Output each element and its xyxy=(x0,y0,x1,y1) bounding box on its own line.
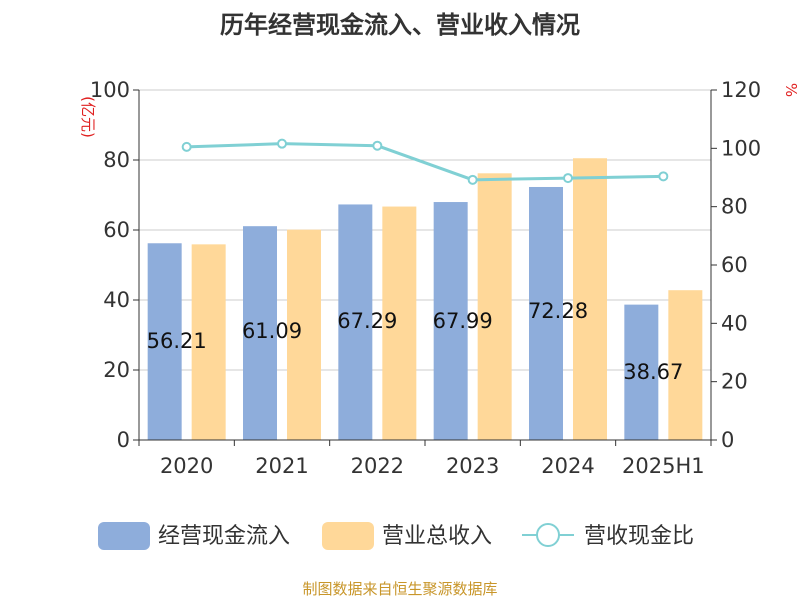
right-tick-label-0: 0 xyxy=(721,428,734,452)
right-tick-label-3: 60 xyxy=(721,253,748,277)
x-tick-label-4: 2024 xyxy=(541,454,594,478)
x-axis-ticks: 2020 2021 2022 2023 2024 2025H1 xyxy=(138,440,712,478)
data-labels: 56.21 61.09 67.29 67.99 72.28 38.67 xyxy=(147,299,684,384)
data-label-3: 67.99 xyxy=(433,309,493,333)
right-tick-label-5: 100 xyxy=(721,136,761,160)
x-tick-label-0: 2020 xyxy=(160,454,213,478)
left-tick-label-0: 0 xyxy=(117,428,130,452)
legend-label-2: 营收现金比 xyxy=(584,524,694,549)
bar-1-4 xyxy=(573,158,607,440)
legend-label-0: 经营现金流入 xyxy=(158,524,290,549)
data-label-0: 56.21 xyxy=(147,329,207,353)
legend: 经营现金流入 营业总收入 营收现金比 xyxy=(98,522,694,550)
data-label-2: 67.29 xyxy=(337,309,397,333)
x-tick-label-1: 2021 xyxy=(255,454,308,478)
left-tick-label-4: 80 xyxy=(103,148,130,172)
left-axis-unit: (亿元) xyxy=(79,96,97,138)
bar-0-0 xyxy=(147,243,182,440)
right-tick-label-6: 120 xyxy=(721,78,761,102)
bar-0-4 xyxy=(529,186,563,440)
left-tick-label-5: 100 xyxy=(90,78,130,102)
line-point-2 xyxy=(372,140,383,151)
legend-label-1: 营业总收入 xyxy=(382,524,492,549)
bar-1-1 xyxy=(287,229,321,440)
legend-swatch-0 xyxy=(98,522,150,550)
bar-0-5 xyxy=(624,304,659,440)
legend-marker-2 xyxy=(536,523,560,547)
chart-title: 历年经营现金流入、营业收入情况 xyxy=(220,11,580,39)
bar-0-1 xyxy=(243,226,277,440)
line-point-1 xyxy=(277,138,287,149)
bar-1-0 xyxy=(191,244,226,440)
right-tick-label-2: 40 xyxy=(721,311,748,335)
line-path xyxy=(186,142,664,182)
right-tick-label-1: 20 xyxy=(721,370,748,394)
bar-1-3 xyxy=(477,173,512,441)
x-tick-label-5: 2025H1 xyxy=(622,454,705,478)
grid-lines xyxy=(139,89,711,371)
bar-series xyxy=(147,158,703,441)
x-tick-label-3: 2023 xyxy=(446,454,499,478)
line-series xyxy=(181,138,669,185)
data-label-4: 72.28 xyxy=(528,299,588,323)
source-note: 制图数据来自恒生聚源数据库 xyxy=(302,580,497,598)
legend-swatch-1 xyxy=(322,522,374,550)
line-point-3 xyxy=(467,174,478,185)
left-tick-label-3: 60 xyxy=(103,218,130,242)
bar-0-3 xyxy=(433,202,468,440)
left-tick-label-1: 20 xyxy=(103,358,130,382)
bar-0-2 xyxy=(338,204,373,440)
x-tick-label-2: 2022 xyxy=(351,454,404,478)
left-axis-ticks: 0 20 40 60 80 100 xyxy=(90,78,139,452)
right-axis-unit: % xyxy=(782,83,800,97)
right-axis-ticks: 0 20 40 60 80 100 120 xyxy=(711,78,761,452)
line-point-5 xyxy=(658,171,669,182)
left-tick-label-2: 40 xyxy=(103,288,130,312)
bar-1-2 xyxy=(382,206,417,440)
bar-1-5 xyxy=(668,290,703,440)
line-point-0 xyxy=(181,141,192,152)
data-label-5: 38.67 xyxy=(623,360,683,384)
right-tick-label-4: 80 xyxy=(721,195,748,219)
line-point-4 xyxy=(563,173,573,184)
data-label-1: 61.09 xyxy=(242,319,302,343)
